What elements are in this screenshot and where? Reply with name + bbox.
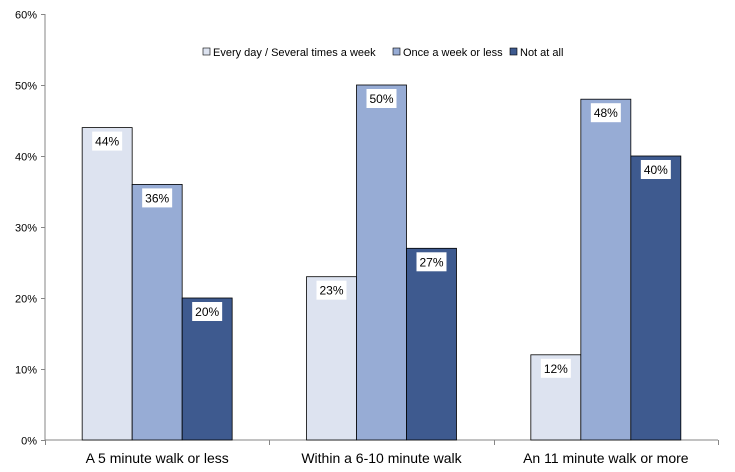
data-label-box — [92, 131, 123, 151]
y-tick-label: 30% — [15, 223, 37, 235]
bar — [406, 247, 457, 441]
data-label: 48% — [594, 106, 618, 120]
y-tick-label: 0% — [21, 436, 37, 448]
x-category-label: Within a 6-10 minute walk — [301, 450, 462, 466]
y-tick-label: 40% — [15, 152, 37, 164]
bar — [81, 127, 133, 441]
bar — [306, 276, 357, 441]
legend-label: Every day / Several times a week — [213, 47, 376, 59]
legend-swatch — [202, 47, 211, 56]
legend-label: Not at all — [520, 47, 563, 59]
data-label-box — [416, 252, 447, 272]
data-label-box — [142, 188, 173, 208]
legend-label: Once a week or less — [403, 47, 503, 59]
bar — [131, 183, 183, 441]
axis-layer: 0% 10% 20% 30% 40% 50% 60% A 5 minute walk or l… — [15, 10, 719, 466]
data-label: 40% — [644, 163, 668, 177]
data-label: 36% — [145, 191, 169, 205]
data-label: 50% — [369, 92, 393, 106]
legend-swatch — [392, 47, 401, 56]
y-tick-label: 50% — [15, 81, 37, 93]
bar — [356, 84, 407, 441]
data-label: 44% — [95, 135, 119, 149]
y-tick-label: 60% — [15, 10, 37, 22]
data-label: 23% — [319, 284, 343, 298]
y-tick-label: 10% — [15, 365, 37, 377]
data-label: 20% — [195, 305, 219, 319]
data-label-box — [316, 280, 347, 300]
data-label-box — [640, 160, 671, 179]
data-label: 27% — [419, 255, 443, 269]
bar — [630, 155, 682, 441]
bar — [580, 98, 632, 441]
data-label-box — [540, 358, 571, 378]
data-labels-layer: 44% 36% 20% 23% 50% 27% 12% 48% 40% — [92, 89, 671, 378]
data-label-box — [590, 103, 621, 123]
x-category-label: A 5 minute walk or less — [86, 450, 229, 466]
y-tick-label: 20% — [15, 294, 37, 306]
data-label-box — [366, 89, 397, 108]
data-label: 12% — [544, 362, 568, 376]
legend: Every day / Several times a week Once a w… — [202, 47, 563, 59]
bar — [181, 297, 233, 441]
bars-layer — [81, 84, 682, 441]
x-category-label: An 11 minute walk or more — [523, 450, 689, 466]
data-label-box — [192, 302, 223, 321]
legend-swatch — [509, 47, 518, 56]
